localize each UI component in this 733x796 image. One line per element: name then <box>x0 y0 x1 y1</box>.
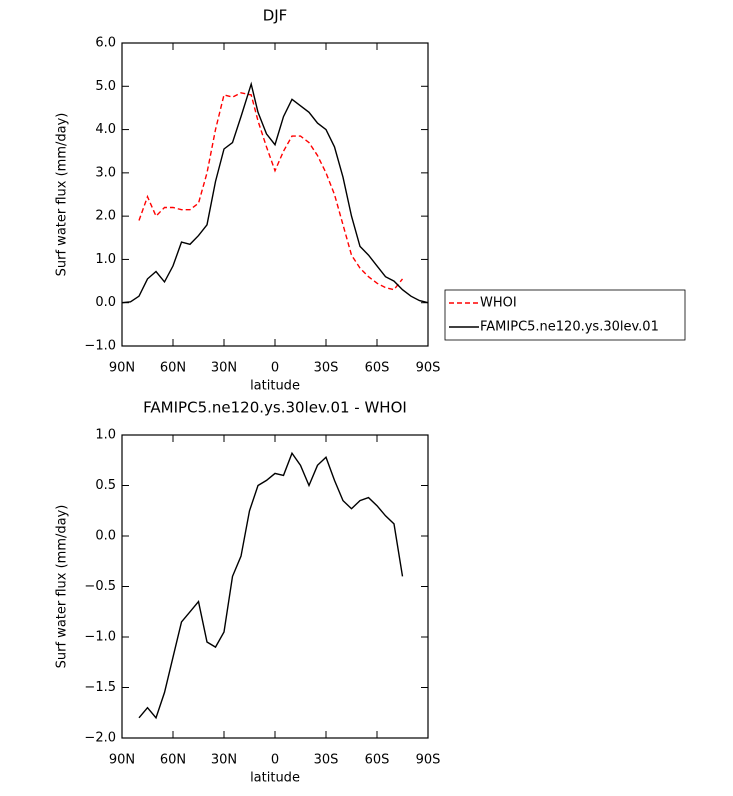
plot-frame <box>121 434 429 739</box>
x-tick-label: 90N <box>109 361 135 376</box>
chart-title: DJF <box>263 7 288 25</box>
y-tick-label: 0.0 <box>95 295 116 310</box>
y-tick-label: 5.0 <box>95 79 116 94</box>
x-tick-label: 0 <box>271 753 279 768</box>
y-tick-label: −2.0 <box>84 731 116 746</box>
x-tick-label: 90S <box>416 361 441 376</box>
y-tick-label: −1.5 <box>84 680 116 695</box>
x-tick-label: 30N <box>211 753 237 768</box>
x-tick-label: 60S <box>365 753 390 768</box>
x-axis-label: latitude <box>250 771 300 786</box>
x-tick-label: 90S <box>416 753 441 768</box>
data-line <box>138 451 404 720</box>
y-tick-label: 1.0 <box>95 252 116 267</box>
y-axis-label: Surf water flux (mm/day) <box>55 113 70 277</box>
y-tick-label: 0.0 <box>95 529 116 544</box>
x-tick-label: 30N <box>211 361 237 376</box>
x-tick-label: 30S <box>314 361 339 376</box>
x-tick-label: 60S <box>365 361 390 376</box>
y-tick-label: 0.5 <box>95 478 116 493</box>
data-line <box>138 92 404 291</box>
y-tick-label: 3.0 <box>95 165 116 180</box>
legend-label: WHOI <box>480 296 517 311</box>
y-tick-label: −1.0 <box>84 630 116 645</box>
y-tick-label: −0.5 <box>84 579 116 594</box>
x-tick-label: 60N <box>160 361 186 376</box>
x-tick-label: 30S <box>314 753 339 768</box>
y-tick-label: 6.0 <box>95 36 116 51</box>
y-tick-label: 1.0 <box>95 428 116 443</box>
plot-frame <box>121 42 429 347</box>
chart-title: FAMIPC5.ne120.ys.30lev.01 - WHOI <box>143 399 407 417</box>
x-tick-label: 90N <box>109 753 135 768</box>
legend-box <box>444 289 686 341</box>
x-tick-label: 0 <box>271 361 279 376</box>
legend-label: FAMIPC5.ne120.ys.30lev.01 <box>480 320 659 335</box>
x-tick-label: 60N <box>160 753 186 768</box>
data-line <box>121 81 429 304</box>
y-tick-label: 4.0 <box>95 122 116 137</box>
x-axis-label: latitude <box>250 379 300 394</box>
y-tick-label: −1.0 <box>84 339 116 354</box>
y-tick-label: 2.0 <box>95 209 116 224</box>
y-axis-label: Surf water flux (mm/day) <box>55 505 70 669</box>
